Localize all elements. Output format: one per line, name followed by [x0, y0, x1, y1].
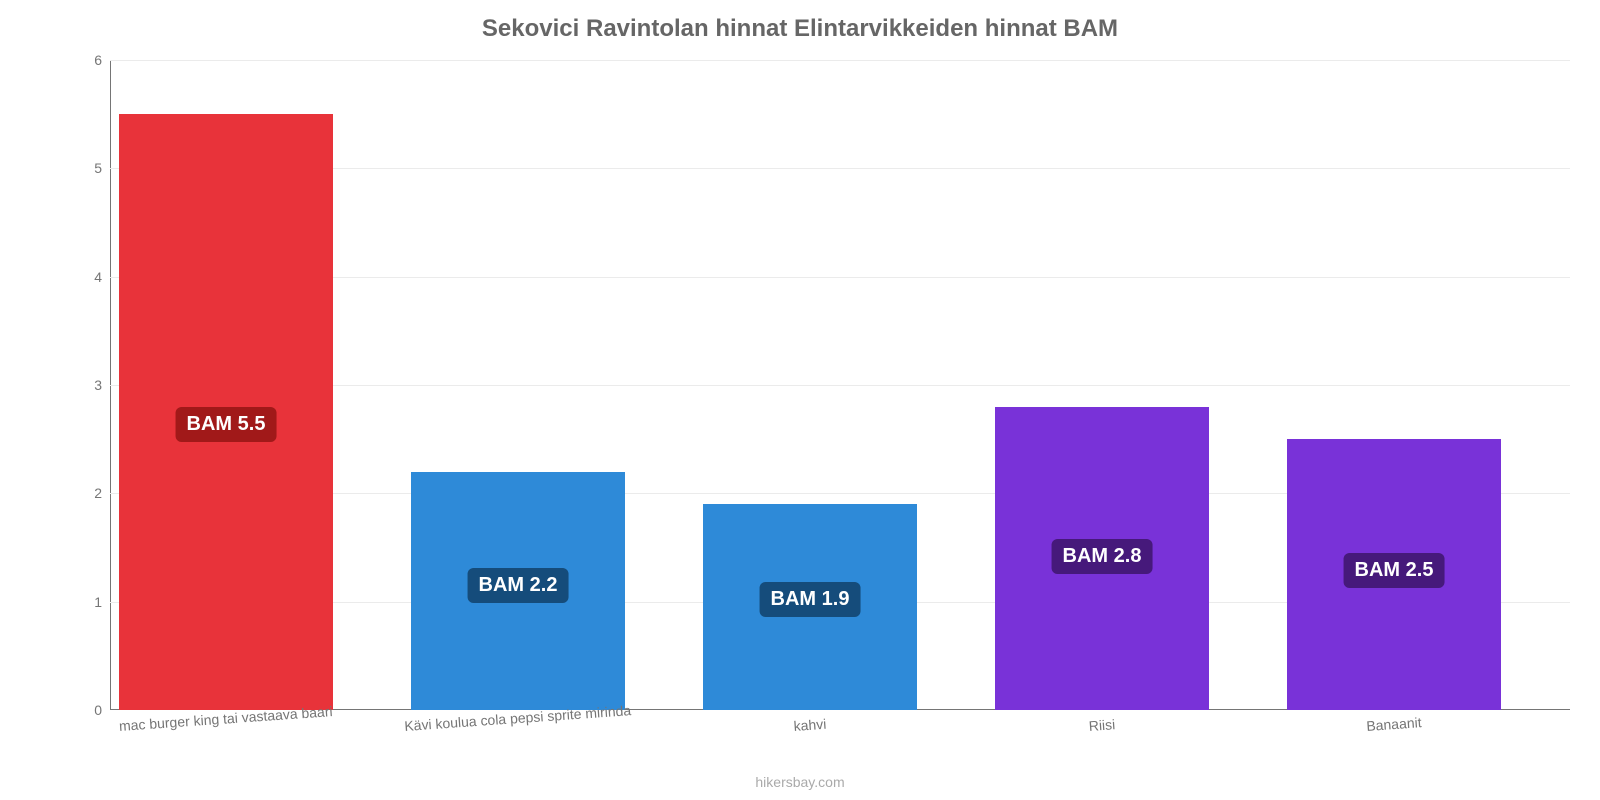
y-tick-label: 0 [94, 702, 102, 718]
bar: BAM 2.5 [1287, 439, 1500, 710]
y-tick-label: 3 [94, 377, 102, 393]
chart-container: Sekovici Ravintolan hinnat Elintarvikkei… [0, 0, 1600, 800]
bar-value-label: BAM 2.5 [1344, 553, 1445, 588]
plot-area: 0123456BAM 5.5mac burger king tai vastaa… [110, 60, 1570, 710]
gridline [110, 60, 1570, 61]
x-tick-label: Banaanit [1366, 714, 1422, 734]
bar-value-label: BAM 1.9 [760, 582, 861, 617]
bar: BAM 1.9 [703, 504, 916, 710]
attribution: hikersbay.com [755, 774, 844, 790]
bar: BAM 2.8 [995, 407, 1208, 710]
y-tick-label: 1 [94, 594, 102, 610]
y-tick-label: 2 [94, 485, 102, 501]
bar-value-label: BAM 2.8 [1052, 539, 1153, 574]
bar-value-label: BAM 2.2 [468, 568, 569, 603]
y-tick-label: 5 [94, 160, 102, 176]
y-tick-label: 4 [94, 269, 102, 285]
bar-value-label: BAM 5.5 [176, 407, 277, 442]
x-tick-label: kahvi [793, 716, 827, 734]
bar: BAM 5.5 [119, 114, 332, 710]
y-tick-label: 6 [94, 52, 102, 68]
x-tick-label: Riisi [1088, 716, 1116, 734]
chart-title: Sekovici Ravintolan hinnat Elintarvikkei… [0, 0, 1600, 53]
bar: BAM 2.2 [411, 472, 624, 710]
